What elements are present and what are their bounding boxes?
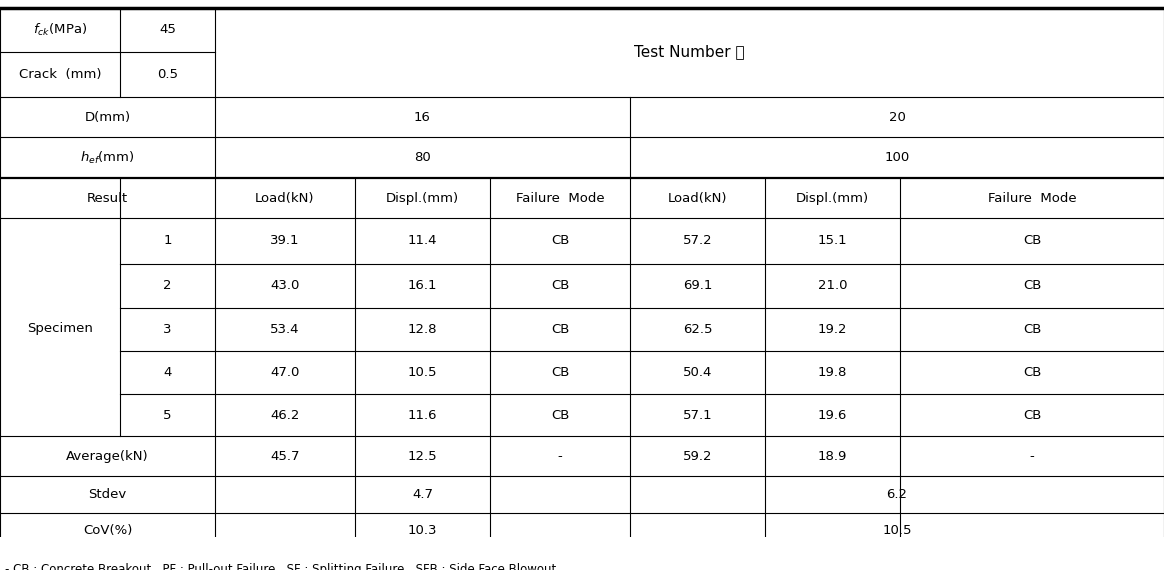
Text: 11.4: 11.4 [407, 234, 438, 247]
Text: 16: 16 [414, 111, 431, 124]
Text: 10.3: 10.3 [407, 524, 438, 538]
Text: 16.1: 16.1 [407, 279, 438, 292]
Text: Load(kN): Load(kN) [255, 192, 314, 205]
Text: 6.2: 6.2 [887, 488, 908, 501]
Text: CB: CB [551, 409, 569, 422]
Text: Average(kN): Average(kN) [66, 450, 149, 463]
Text: 21.0: 21.0 [818, 279, 847, 292]
Text: 19.2: 19.2 [818, 323, 847, 336]
Text: 59.2: 59.2 [683, 450, 712, 463]
Text: 20: 20 [888, 111, 906, 124]
Text: Displ.(mm): Displ.(mm) [386, 192, 459, 205]
Text: 10.5: 10.5 [882, 524, 911, 538]
Text: CB: CB [1023, 323, 1041, 336]
Text: -: - [558, 450, 562, 463]
Text: 19.8: 19.8 [818, 367, 847, 379]
Text: 0.5: 0.5 [157, 68, 178, 81]
Text: $h_{ef}$(mm): $h_{ef}$(mm) [80, 149, 135, 166]
Text: 47.0: 47.0 [270, 367, 299, 379]
Text: 2: 2 [163, 279, 172, 292]
Text: 80: 80 [414, 151, 431, 164]
Text: Stdev: Stdev [88, 488, 127, 501]
Text: - CB : Concrete Breakout,  PF : Pull-out Failure,  SF : Splitting Failure,  SFB : - CB : Concrete Breakout, PF : Pull-out … [5, 563, 556, 570]
Text: Displ.(mm): Displ.(mm) [796, 192, 870, 205]
Text: 18.9: 18.9 [818, 450, 847, 463]
Text: Specimen: Specimen [27, 321, 93, 335]
Text: 45.7: 45.7 [270, 450, 300, 463]
Text: 69.1: 69.1 [683, 279, 712, 292]
Text: Result: Result [87, 192, 128, 205]
Text: 62.5: 62.5 [683, 323, 712, 336]
Text: 5: 5 [163, 409, 172, 422]
Text: CoV(%): CoV(%) [83, 524, 133, 538]
Text: 4.7: 4.7 [412, 488, 433, 501]
Text: 57.1: 57.1 [683, 409, 712, 422]
Text: CB: CB [551, 279, 569, 292]
Text: D(mm): D(mm) [85, 111, 130, 124]
Text: CB: CB [551, 234, 569, 247]
Text: 53.4: 53.4 [270, 323, 300, 336]
Text: 12.8: 12.8 [407, 323, 438, 336]
Text: 4: 4 [163, 367, 171, 379]
Text: $f_{ck}$(MPa): $f_{ck}$(MPa) [33, 22, 87, 38]
Text: 45: 45 [159, 23, 176, 36]
Text: 57.2: 57.2 [683, 234, 712, 247]
Text: 50.4: 50.4 [683, 367, 712, 379]
Text: CB: CB [1023, 409, 1041, 422]
Text: 10.5: 10.5 [407, 367, 438, 379]
Text: 15.1: 15.1 [817, 234, 847, 247]
Text: 39.1: 39.1 [270, 234, 300, 247]
Text: Failure  Mode: Failure Mode [516, 192, 604, 205]
Text: 12.5: 12.5 [407, 450, 438, 463]
Text: CB: CB [1023, 367, 1041, 379]
Text: -: - [1030, 450, 1035, 463]
Text: Load(kN): Load(kN) [668, 192, 728, 205]
Text: Crack  (mm): Crack (mm) [19, 68, 101, 81]
Text: Test Number Ⓑ: Test Number Ⓑ [634, 44, 745, 59]
Text: 46.2: 46.2 [270, 409, 299, 422]
Text: 3: 3 [163, 323, 172, 336]
Text: 11.6: 11.6 [407, 409, 438, 422]
Text: CB: CB [551, 367, 569, 379]
Text: 43.0: 43.0 [270, 279, 299, 292]
Text: 100: 100 [885, 151, 909, 164]
Text: CB: CB [551, 323, 569, 336]
Text: 19.6: 19.6 [818, 409, 847, 422]
Text: CB: CB [1023, 279, 1041, 292]
Text: CB: CB [1023, 234, 1041, 247]
Text: 1: 1 [163, 234, 172, 247]
Text: Failure  Mode: Failure Mode [988, 192, 1077, 205]
